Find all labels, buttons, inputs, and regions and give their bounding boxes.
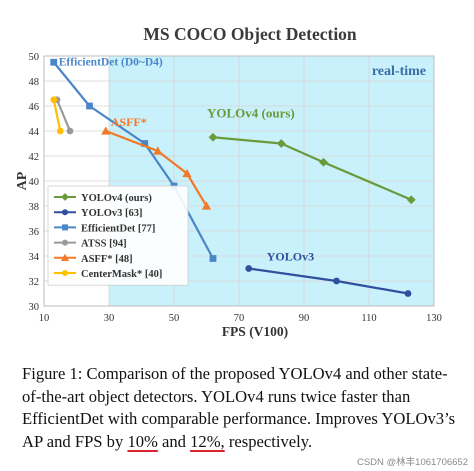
y-tick-label: 32 <box>29 277 40 288</box>
caption-highlight-fps: 12%, <box>190 431 225 451</box>
series-line-asff-48 <box>105 129 208 207</box>
y-axis-label: AP <box>15 171 30 190</box>
legend-label-efficientdet-77: EfficientDet [77] <box>81 223 155 234</box>
data-point-asff-48 <box>153 146 163 155</box>
plot-frame <box>43 55 435 307</box>
data-point-efficientdet-77 <box>86 102 93 110</box>
series-line-centermask-40 <box>52 99 62 132</box>
data-point-yolov4-ours <box>208 132 218 142</box>
caption-highlight-ap: 10% <box>127 431 158 451</box>
legend-label-atss-94: ATSS [94] <box>81 239 127 250</box>
data-point-yolov4-ours <box>276 139 286 148</box>
y-tick-label: 42 <box>29 152 40 163</box>
series-line-atss-94 <box>55 99 72 132</box>
data-point-asff-48 <box>182 168 192 178</box>
x-tick-label: 30 <box>104 313 115 324</box>
data-point-atss-94 <box>66 127 74 135</box>
x-tick-label: 70 <box>234 313 245 324</box>
y-tick-label: 34 <box>29 252 40 263</box>
y-tick-label: 46 <box>29 102 40 113</box>
x-tick-label: 50 <box>169 313 180 324</box>
legend-label-yolov4-ours: YOLOv4 (ours) <box>81 193 152 204</box>
x-tick-label: 90 <box>299 313 310 324</box>
chart-title: MS COCO Object Detection <box>143 24 357 44</box>
legend-marker-atss-94 <box>62 239 68 246</box>
legend-marker-yolov3-63 <box>62 209 68 216</box>
data-point-yolov3-63 <box>333 277 340 285</box>
annotation-yolov4-ours: YOLOv4 (ours) <box>207 105 295 120</box>
data-point-efficientdet-77 <box>50 58 58 66</box>
y-tick-label: 44 <box>29 127 40 138</box>
legend-marker-efficientdet-77 <box>62 224 68 231</box>
data-point-yolov4-ours <box>319 157 328 167</box>
legend-box <box>47 185 189 286</box>
legend-marker-yolov4-ours <box>61 193 69 201</box>
caption-text-end: respectively. <box>224 431 313 451</box>
x-tick-label: 130 <box>426 313 442 324</box>
data-point-yolov3-63 <box>245 265 253 272</box>
data-point-asff-48 <box>101 126 111 135</box>
y-tick-label: 38 <box>29 202 40 213</box>
y-tick-label: 50 <box>29 52 40 63</box>
y-tick-label: 36 <box>29 227 40 238</box>
data-point-centermask-40 <box>56 127 64 135</box>
annotation-efficientdet-d0-d4: EfficientDet (D0~D4) <box>59 56 163 68</box>
series-line-yolov4-ours <box>212 136 412 201</box>
legend-label-asff-48: ASFF* [48] <box>81 254 133 265</box>
caption-text: Figure 1: Comparison of the proposed YOL… <box>22 364 456 451</box>
data-point-centermask-40 <box>50 96 58 104</box>
figure-caption: Figure 1: Comparison of the proposed YOL… <box>22 363 462 453</box>
y-tick-label: 30 <box>29 302 40 313</box>
data-point-efficientdet-77 <box>141 140 149 147</box>
watermark: CSDN @林丰1061706652 <box>356 457 468 468</box>
legend-marker-centermask-40 <box>62 270 68 276</box>
legend-label-centermask-40: CenterMask* [40] <box>81 269 162 280</box>
realtime-label: real-time <box>372 64 426 79</box>
annotation-yolov3: YOLOv3 <box>267 250 314 264</box>
legend-marker-asff-48 <box>60 253 70 262</box>
data-point-yolov3-63 <box>404 290 412 297</box>
caption-text-and: and <box>157 431 191 451</box>
x-tick-label: 110 <box>361 313 376 324</box>
y-tick-label: 40 <box>29 177 40 188</box>
y-tick-label: 48 <box>29 77 40 88</box>
data-point-efficientdet-77 <box>209 255 217 262</box>
data-point-yolov4-ours <box>406 195 416 205</box>
data-point-asff-48 <box>201 201 212 210</box>
legend-label-yolov3-63: YOLOv3 [63] <box>81 208 143 219</box>
annotation-asff: ASFF* <box>111 115 147 129</box>
x-tick-label: 10 <box>39 313 50 324</box>
x-axis-label: FPS (V100) <box>222 324 288 339</box>
